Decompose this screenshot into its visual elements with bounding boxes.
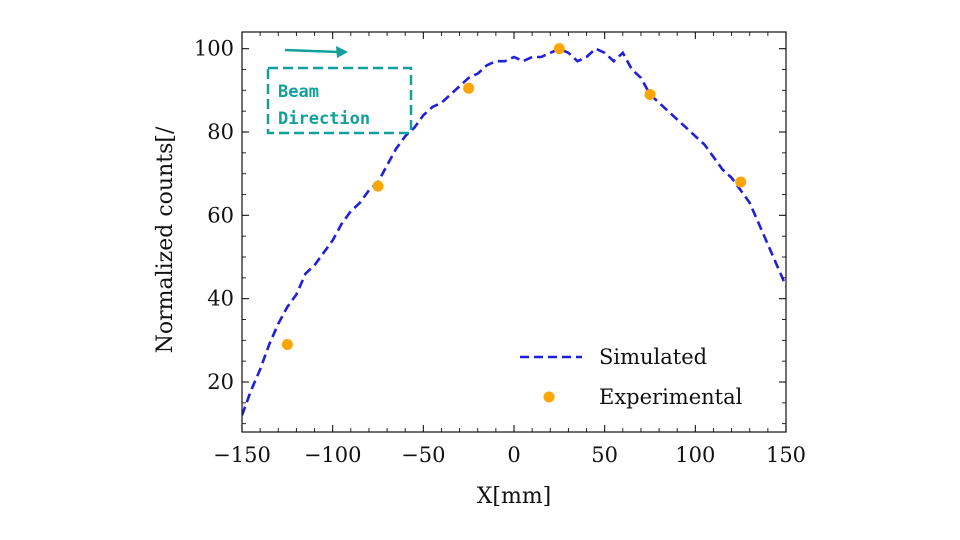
beam-arrow-icon — [284, 48, 339, 54]
y-axis-label: Normalized counts[/ — [153, 126, 178, 353]
legend: Simulated Experimental — [520, 345, 743, 409]
beam-arrowhead-icon — [336, 46, 348, 58]
x-tick-label: 100 — [675, 443, 715, 467]
y-tick-label: 100 — [194, 37, 234, 61]
y-tick-label: 80 — [207, 120, 234, 144]
x-tick-label: 0 — [507, 443, 520, 467]
x-tick-label: −150 — [213, 443, 271, 467]
x-tick-label: −100 — [304, 443, 362, 467]
x-tick-label: 50 — [591, 443, 618, 467]
simulated-series-line — [242, 47, 786, 416]
y-tick-label: 60 — [207, 203, 234, 227]
experimental-point-6 — [735, 176, 747, 188]
axes: −150 −100 −50 0 50 100 150 20 40 60 80 100 — [194, 31, 806, 467]
x-tick-label: 150 — [766, 443, 806, 467]
plot-area — [242, 43, 786, 416]
legend-simulated-label: Simulated — [599, 345, 707, 369]
beam-direction-annotation: Beam Direction — [266, 46, 413, 135]
experimental-point-2 — [372, 180, 384, 192]
legend-experimental-label: Experimental — [599, 385, 743, 409]
legend-experimental-swatch — [543, 391, 555, 403]
x-axis-label: X[mm] — [477, 484, 552, 509]
annotation-line-2: Direction — [278, 109, 370, 129]
y-tick-label: 40 — [207, 287, 234, 311]
experimental-point-1 — [281, 339, 293, 350]
x-tick-label: −50 — [401, 443, 445, 467]
annotation-box — [266, 66, 413, 135]
experimental-point-3 — [463, 82, 475, 94]
experimental-point-4 — [553, 43, 565, 55]
experimental-point-5 — [644, 89, 656, 100]
annotation-line-1: Beam — [278, 82, 319, 102]
y-tick-label: 20 — [207, 370, 234, 394]
